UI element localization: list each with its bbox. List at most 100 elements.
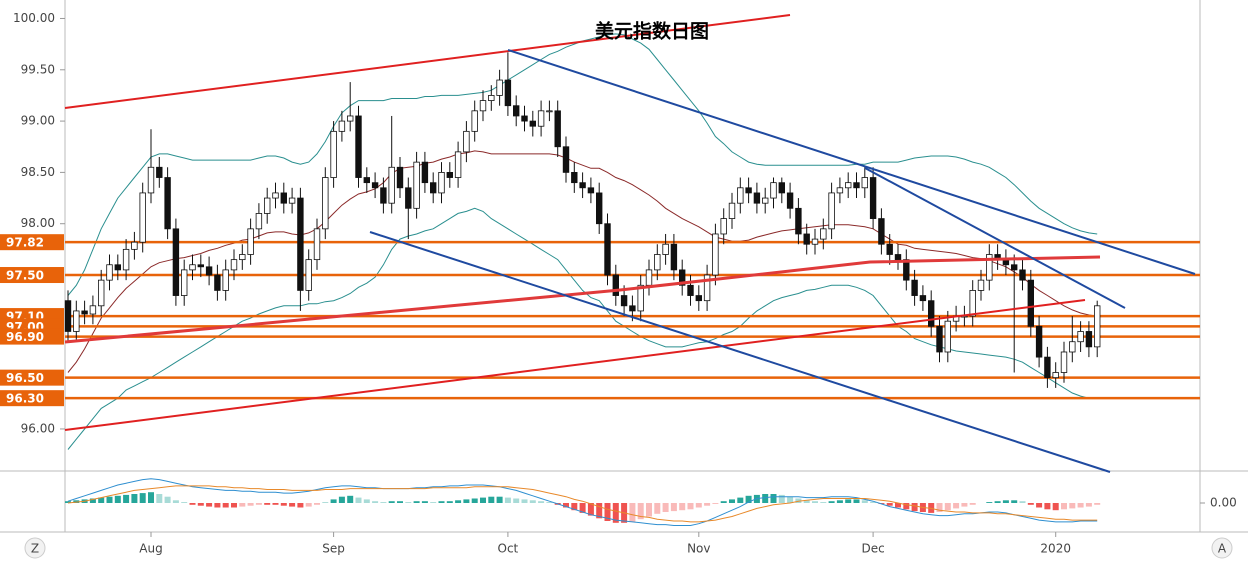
macd-bar (1019, 501, 1026, 503)
macd-bar (695, 503, 702, 508)
candle-body (911, 279, 918, 296)
trend-line (64, 255, 1101, 344)
candle-body (537, 110, 545, 127)
candle-body (371, 182, 379, 189)
candle-body (89, 305, 97, 315)
macd-bar (1027, 503, 1034, 505)
macd-bar (421, 501, 428, 503)
level-label-box (0, 390, 64, 407)
macd-bar (496, 496, 503, 503)
candle-body (280, 192, 287, 204)
y-tick-label: 100.00 (13, 11, 55, 25)
candle-body (504, 79, 512, 107)
candle-body (737, 187, 744, 204)
y-tick-label: 98.50 (21, 165, 55, 179)
macd-bar (737, 497, 744, 503)
macd-bar (347, 495, 354, 503)
macd-bar (729, 499, 735, 503)
candle-body (222, 269, 229, 291)
macd-bar (936, 503, 943, 512)
macd-bar (612, 503, 619, 523)
macd-bar (206, 503, 213, 507)
macd-bar (189, 503, 196, 505)
macd-bar (1052, 503, 1059, 511)
macd-bar (712, 503, 719, 504)
candle-body (139, 192, 146, 243)
level-label: 96.90 (6, 330, 44, 344)
candle-body (637, 284, 644, 312)
macd-bar (546, 502, 553, 503)
candle-body (463, 130, 470, 153)
y-tick-label: 99.50 (21, 62, 55, 76)
macd-bar (861, 500, 868, 503)
macd-bar (438, 501, 445, 503)
candle-body (662, 243, 669, 255)
candle-body (1077, 331, 1084, 343)
macd-bar (720, 501, 727, 503)
macd-bar (264, 503, 271, 505)
control-label[interactable]: A (1218, 542, 1227, 556)
candle-body (164, 177, 171, 230)
candle-body (554, 110, 561, 148)
candle-body (272, 192, 279, 199)
candle-body (421, 161, 429, 184)
macd-bar (687, 503, 694, 510)
indicator-line (67, 207, 1098, 450)
trend-line (507, 49, 1196, 275)
macd-bar (363, 499, 370, 503)
trend-line (369, 231, 1111, 473)
candle-body (969, 290, 976, 317)
control-button[interactable] (1211, 537, 1233, 559)
candle-body (770, 182, 777, 199)
candle-body (695, 295, 702, 302)
candle-body (562, 146, 570, 173)
candle-body (679, 269, 686, 286)
candle-body (355, 115, 362, 178)
candle-body (986, 254, 993, 281)
candle-body (546, 110, 553, 113)
candle-body (396, 166, 404, 189)
level-label: 97.82 (6, 236, 44, 250)
candle-body (903, 259, 910, 281)
candle-body (703, 274, 711, 302)
candle-body (81, 310, 88, 315)
macd-bar (513, 498, 520, 503)
control-label[interactable]: Z (31, 542, 39, 556)
candle-body (346, 115, 354, 122)
candle-body (363, 177, 370, 184)
macd-bar (637, 503, 644, 520)
control-button[interactable] (24, 537, 46, 559)
macd-bar (380, 502, 387, 503)
candle-body (869, 177, 877, 219)
macd-bar (1094, 503, 1101, 505)
candle-body (596, 192, 603, 225)
macd-bar (529, 500, 536, 503)
macd-bar (322, 502, 329, 503)
macd-bar (836, 500, 843, 503)
macd-bar (388, 501, 395, 503)
candle-body (73, 310, 80, 332)
candle-body (197, 264, 204, 268)
candle-body (471, 110, 478, 132)
candle-body (928, 300, 935, 327)
macd-bar (355, 497, 362, 503)
candle-body (488, 95, 495, 101)
macd-bar (405, 502, 412, 503)
level-label-box (0, 328, 64, 345)
candle-body (1060, 351, 1068, 373)
macd-bar (197, 503, 204, 506)
macd-bar (65, 501, 71, 503)
x-tick-label: Nov (687, 542, 710, 556)
candle-body (828, 192, 835, 230)
macd-bar (803, 500, 810, 503)
macd-bar (646, 503, 652, 517)
macd-bar (114, 495, 121, 503)
candle-body (604, 223, 611, 276)
macd-bar (305, 503, 312, 507)
macd-bar (504, 497, 511, 503)
candle-body (753, 192, 761, 204)
candle-body (438, 172, 445, 194)
macd-bar (247, 503, 254, 506)
